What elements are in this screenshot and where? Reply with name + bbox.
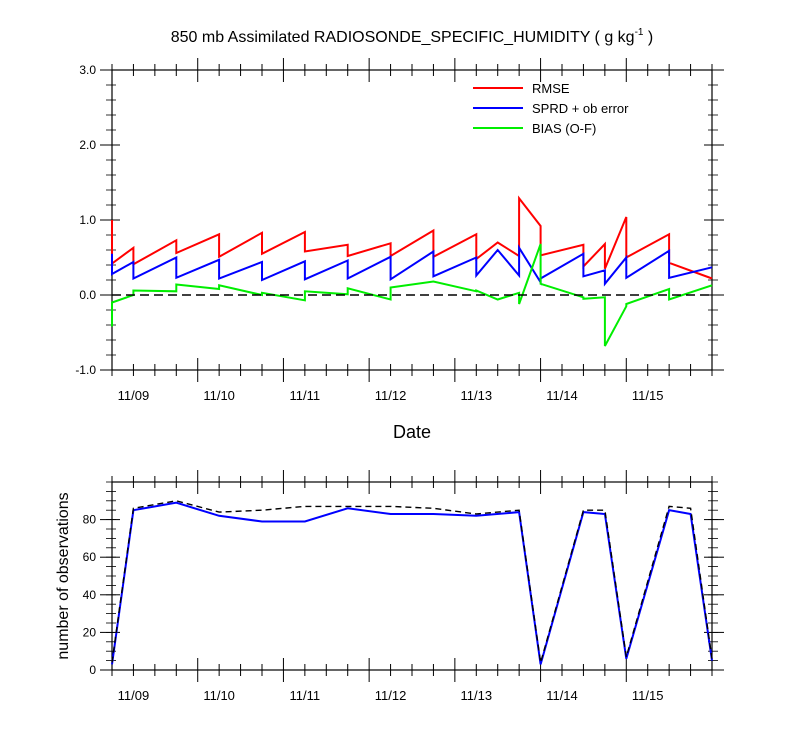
x-tick-label: 11/14 (546, 688, 578, 703)
x-tick-label: 11/10 (203, 688, 235, 703)
series-line-possible (111, 500, 713, 663)
y-tick-label: 1.0 (79, 213, 96, 227)
y-tick-label: 60 (83, 550, 97, 564)
x-tick-label: 11/09 (118, 388, 150, 403)
x-tick-label: 11/12 (375, 388, 407, 403)
series-line-bias-o-f (111, 243, 713, 347)
x-tick-label: 11/12 (375, 688, 407, 703)
x-axis-label: Date (393, 422, 431, 442)
x-tick-label: 11/13 (460, 688, 492, 703)
series-line-assimilated (111, 501, 713, 665)
y-tick-label: 0.0 (79, 288, 96, 302)
legend-label-sprd: SPRD + ob error (532, 101, 629, 116)
series-line-sprd-ob-error (111, 244, 713, 287)
legend-label-bias: BIAS (O-F) (532, 121, 596, 136)
top-panel: 11/09 11/10 11/11 11/12 11/13 11/14 11/15 -1.0 0… (75, 58, 724, 442)
y-tick-label: 2.0 (79, 138, 96, 152)
y-tick-label: 0 (89, 663, 96, 677)
x-tick-label: 11/13 (460, 388, 492, 403)
y-tick-label: 80 (83, 513, 97, 527)
x-tick-label: 11/11 (290, 388, 321, 403)
legend-label-rmse: RMSE (532, 81, 570, 96)
y-tick-label: 20 (83, 625, 97, 639)
x-tick-label: 11/15 (632, 388, 664, 403)
y-tick-label: -1.0 (75, 363, 96, 377)
bottom-panel: 11/09 11/10 11/11 11/12 11/13 11/14 11/15 0 20 40… (55, 470, 724, 703)
x-tick-label: 11/11 (290, 688, 321, 703)
y-tick-label: 40 (83, 588, 97, 602)
y-axis-label: number of observations (55, 492, 72, 659)
x-tick-label: 11/09 (118, 688, 150, 703)
x-tick-label: 11/15 (632, 688, 664, 703)
series-line-rmse (111, 195, 713, 280)
x-tick-label: 11/10 (203, 388, 235, 403)
x-tick-label: 11/14 (546, 388, 578, 403)
chart-title: 850 mb Assimilated RADIOSONDE_SPECIFIC_H… (171, 27, 654, 46)
y-tick-label: 3.0 (79, 63, 96, 77)
